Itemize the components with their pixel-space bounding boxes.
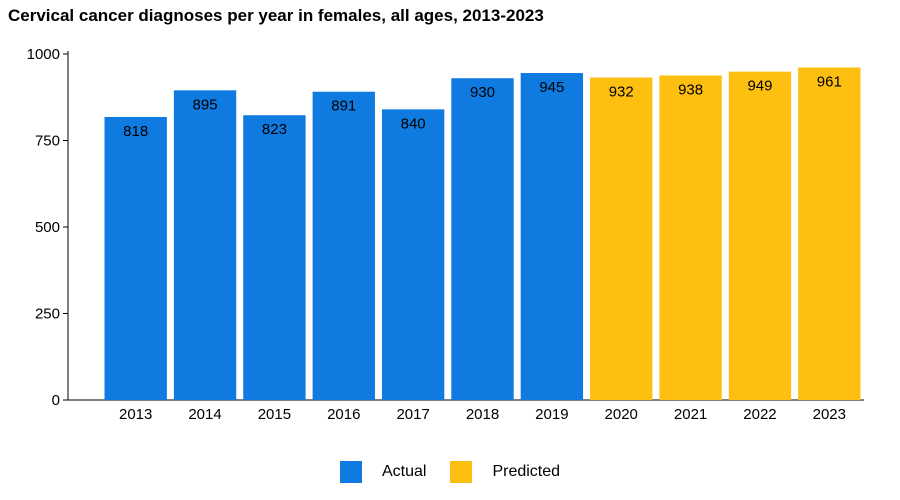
bar-actual-2019[interactable]	[520, 73, 584, 400]
x-tick-label: 2022	[743, 406, 776, 423]
x-tick-label: 2016	[327, 406, 360, 423]
data-label: 938	[678, 81, 703, 98]
data-label: 930	[470, 84, 495, 101]
x-tick-label: 2023	[813, 406, 846, 423]
legend: Actual Predicted	[0, 461, 900, 483]
legend-label-actual: Actual	[381, 463, 427, 480]
bar-predicted-2020[interactable]	[590, 77, 653, 400]
bar-actual-2018[interactable]	[451, 78, 514, 400]
legend-item-actual[interactable]: Actual	[339, 461, 427, 483]
y-tick-label: 0	[52, 392, 60, 409]
data-label: 961	[817, 73, 842, 90]
x-tick-label: 2017	[396, 406, 429, 423]
y-tick-label: 500	[35, 219, 60, 236]
bar-predicted-2021[interactable]	[659, 75, 722, 401]
bar-actual-2014[interactable]	[173, 90, 237, 400]
bar-predicted-2022[interactable]	[728, 71, 792, 401]
x-tick-label: 2020	[605, 406, 638, 423]
data-labels: 818 895 823 891 840 930 945 932 938 949 961	[123, 73, 842, 139]
bars	[104, 67, 861, 401]
x-tick-label: 2015	[258, 406, 291, 423]
x-tick-label: 2019	[535, 406, 568, 423]
legend-label-predicted: Predicted	[492, 463, 561, 480]
legend-swatch-actual	[339, 461, 362, 483]
legend-swatch-predicted	[450, 461, 473, 483]
y-tick-label: 750	[35, 133, 60, 150]
bar-chart: 0 250 500 750 1000 2013 2014 2015 2016 2017 2018 20…	[27, 46, 864, 423]
data-label: 932	[609, 84, 634, 101]
legend-item-predicted[interactable]: Predicted	[450, 461, 560, 483]
y-tick-label: 1000	[27, 46, 60, 63]
chart-title: Cervical cancer diagnoses per year in fe…	[8, 6, 544, 25]
data-label: 949	[747, 78, 772, 95]
y-tick-label: 250	[35, 306, 60, 323]
bar-actual-2015[interactable]	[243, 115, 306, 400]
x-tick-label: 2013	[119, 406, 152, 423]
data-label: 945	[539, 79, 564, 96]
data-label: 840	[401, 115, 426, 132]
x-tick-label: 2014	[188, 406, 221, 423]
data-label: 895	[193, 96, 218, 113]
data-label: 818	[123, 123, 148, 140]
x-tick-label: 2021	[674, 406, 707, 423]
bar-predicted-2023[interactable]	[798, 67, 861, 400]
bar-actual-2017[interactable]	[381, 109, 445, 401]
bar-actual-2016[interactable]	[312, 91, 375, 401]
data-label: 891	[331, 98, 356, 115]
x-tick-label: 2018	[466, 406, 499, 423]
axes: 0 250 500 750 1000 2013 2014 2015 2016 2017 2018 20…	[27, 46, 864, 423]
data-label: 823	[262, 121, 287, 138]
bar-actual-2013[interactable]	[104, 116, 167, 401]
